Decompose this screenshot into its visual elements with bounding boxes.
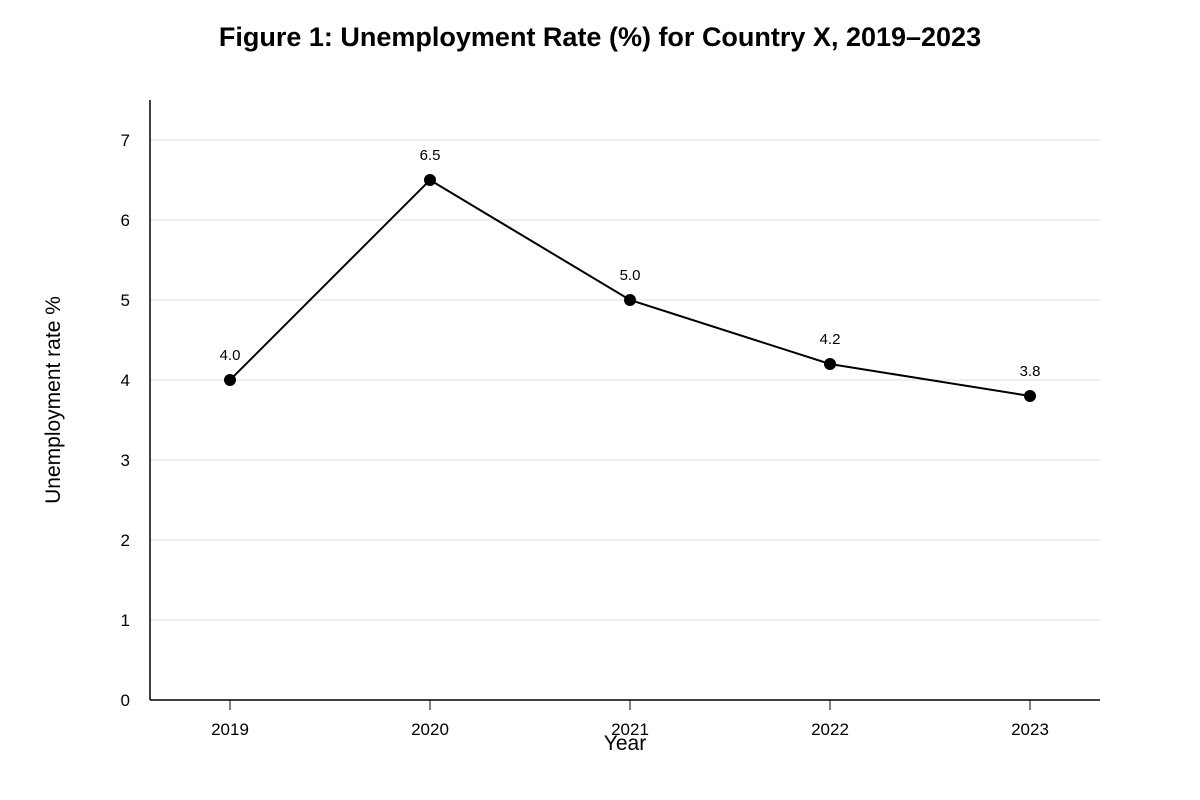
y-tick-label-5: 5 [121, 291, 130, 310]
series-layer [224, 174, 1036, 402]
data-label-2023: 3.8 [1020, 363, 1041, 380]
series-line-0 [229, 178, 1031, 397]
data-point-2020 [424, 174, 436, 186]
x-tick-label-2023: 2023 [1011, 720, 1049, 739]
data-labels: 4.0 6.5 5.0 4.2 3.8 [220, 147, 1041, 380]
y-axis-label: Unemployment rate % [42, 296, 65, 504]
y-tick-label-6: 6 [121, 211, 130, 230]
y-tick-label-4: 4 [121, 371, 130, 390]
chart-title: Figure 1: Unemployment Rate (%) for Coun… [218, 22, 982, 52]
x-tick-label-2019: 2019 [211, 720, 249, 739]
tick-labels: 0 1 2 3 4 5 6 7 2019 2020 2021 2022 2023 [121, 131, 1049, 739]
x-tick-label-2020: 2020 [411, 720, 449, 739]
x-tick-label-2021: 2021 [611, 720, 649, 739]
y-tick-label-1: 1 [121, 611, 130, 630]
data-label-2019: 4.0 [220, 347, 241, 364]
data-label-2020: 6.5 [420, 147, 441, 164]
y-tick-label-0: 0 [121, 691, 130, 710]
y-tick-label-7: 7 [121, 131, 130, 150]
x-tick-label-2022: 2022 [811, 720, 849, 739]
data-point-2023 [1024, 390, 1036, 402]
grid-lines [150, 139, 1100, 621]
y-tick-label-2: 2 [121, 531, 130, 550]
data-point-2022 [824, 358, 836, 370]
axes [149, 100, 1100, 710]
y-tick-label-3: 3 [121, 451, 130, 470]
data-point-2019 [224, 374, 236, 386]
data-point-2021 [624, 294, 636, 306]
data-label-2021: 5.0 [620, 267, 641, 284]
x-axis-label: Year [604, 732, 646, 755]
data-label-2022: 4.2 [820, 331, 841, 348]
